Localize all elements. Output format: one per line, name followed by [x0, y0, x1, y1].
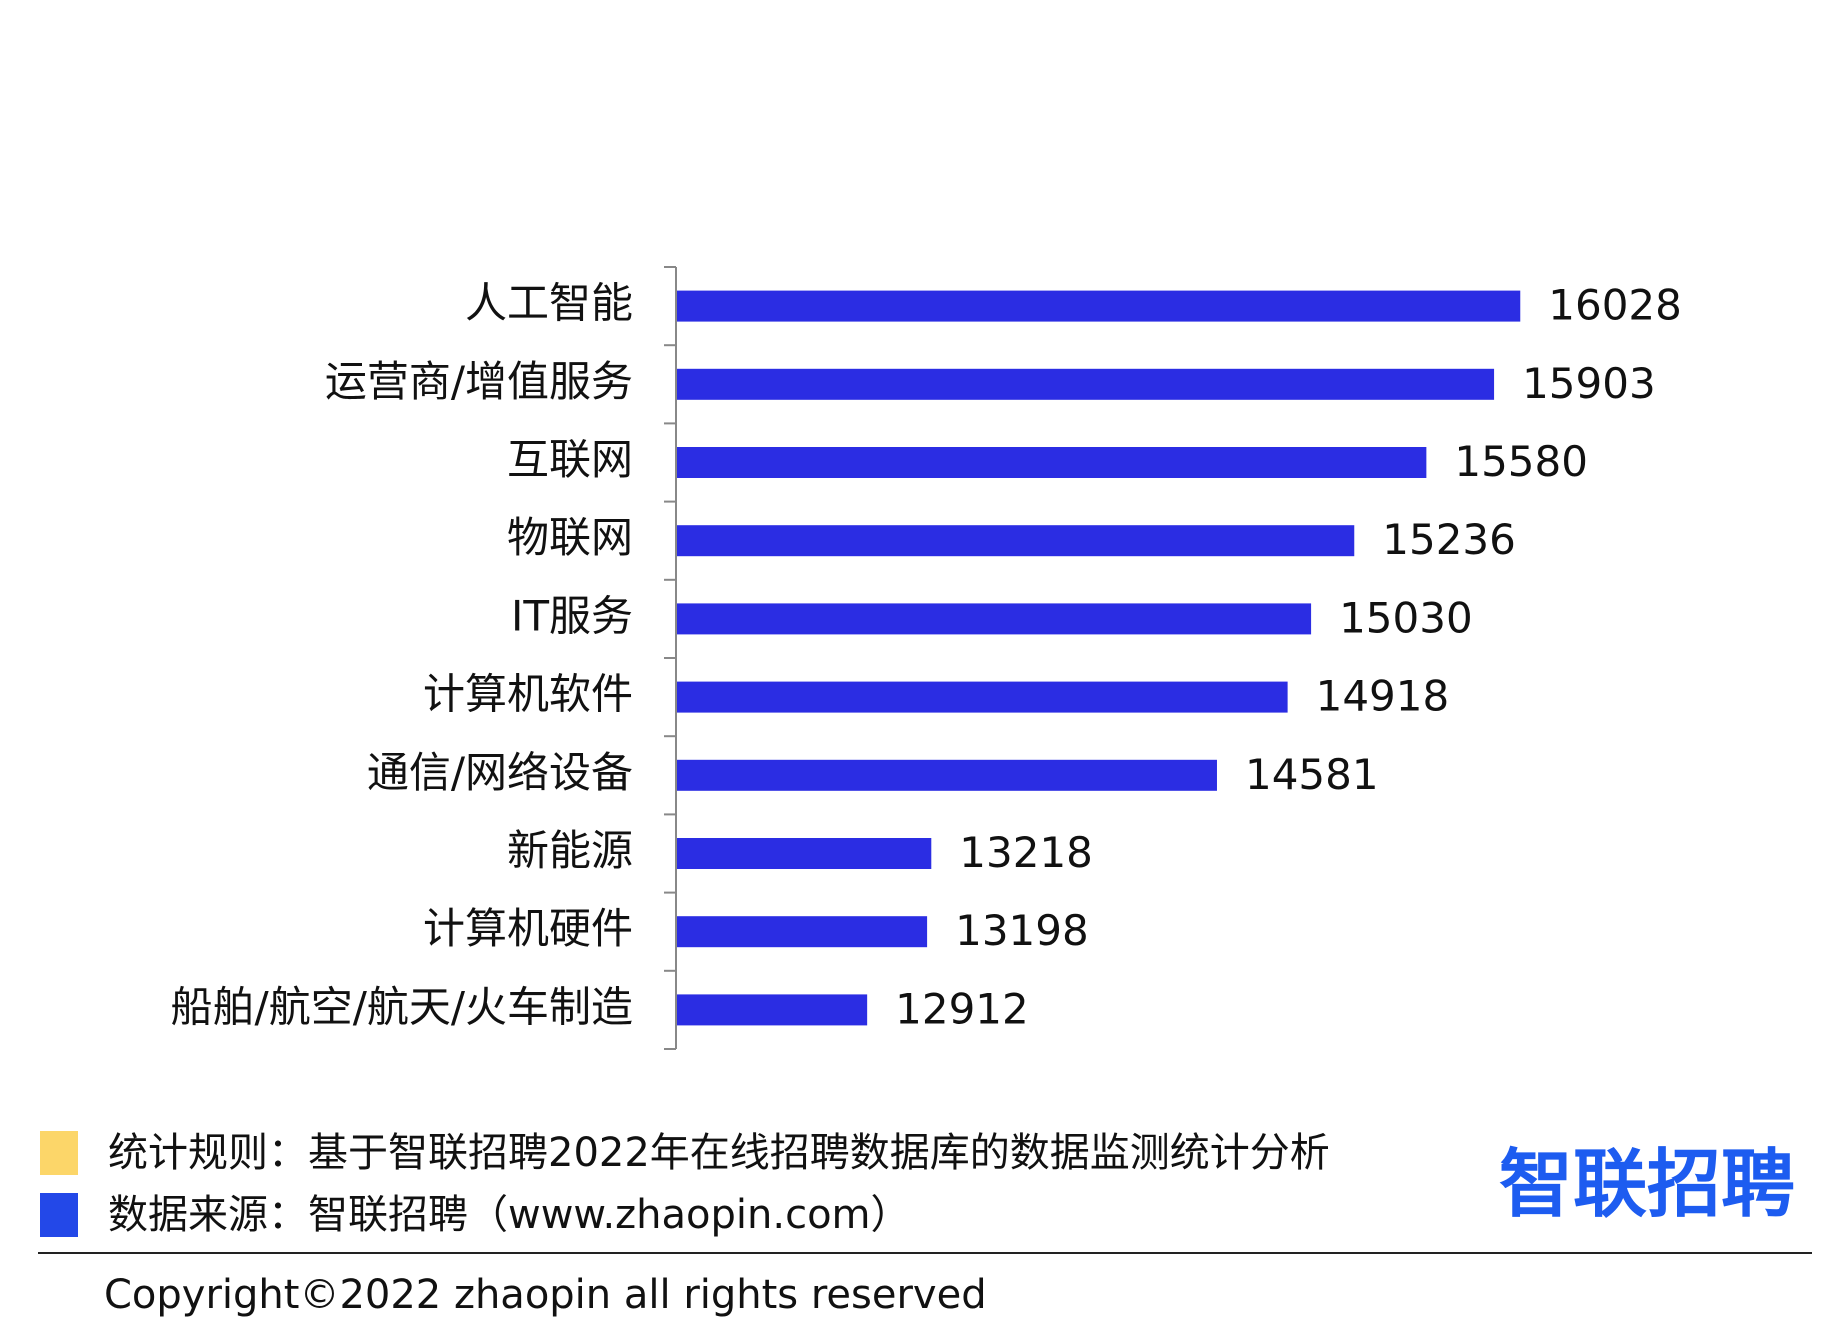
bar — [677, 603, 1312, 635]
value-label: 16028 — [1548, 281, 1682, 330]
category-label: 通信/网络设备 — [367, 748, 633, 797]
value-label: 13198 — [955, 906, 1089, 955]
category-label: 计算机软件 — [423, 670, 633, 719]
category-label: 物联网 — [507, 513, 633, 562]
value-label: 15236 — [1382, 515, 1516, 564]
category-label: 新能源 — [507, 826, 633, 875]
bar — [677, 368, 1495, 400]
bar — [677, 759, 1217, 791]
category-label: 运营商/增值服务 — [325, 357, 633, 406]
bar — [677, 916, 928, 948]
value-label: 14918 — [1316, 672, 1450, 721]
value-label: 15030 — [1339, 593, 1473, 642]
bar — [677, 838, 932, 869]
value-label: 12912 — [895, 984, 1029, 1033]
category-label: IT服务 — [511, 591, 633, 640]
bar — [677, 447, 1427, 478]
category-label: 计算机硬件 — [423, 904, 633, 953]
copyright: Copyright©2022 zhaopin all rights reserv… — [104, 1272, 987, 1318]
category-label: 船舶/航空/航天/火车制造 — [171, 982, 633, 1031]
value-label: 13218 — [959, 828, 1093, 877]
logo: 智联招聘 — [1499, 1142, 1795, 1228]
bar — [677, 290, 1521, 322]
bar — [677, 525, 1355, 557]
legend-swatch — [40, 1131, 78, 1175]
value-label: 15580 — [1454, 437, 1588, 486]
legend-label: 统计规则：基于智联招聘2022年在线招聘数据库的数据监测统计分析 — [108, 1130, 1330, 1176]
legend-swatch — [40, 1193, 78, 1237]
category-label: 互联网 — [507, 435, 633, 484]
legend-label: 数据来源：智联招聘（www.zhaopin.com） — [108, 1192, 911, 1238]
value-label: 14581 — [1245, 750, 1379, 799]
category-label: 人工智能 — [465, 279, 633, 328]
bar — [677, 994, 868, 1026]
value-label: 15903 — [1522, 359, 1656, 408]
bar — [677, 681, 1288, 713]
